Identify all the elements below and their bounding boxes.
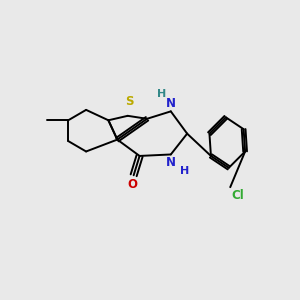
Text: S: S (125, 95, 134, 108)
Text: O: O (127, 178, 137, 190)
Text: H: H (157, 89, 166, 100)
Text: H: H (180, 166, 189, 176)
Text: Cl: Cl (232, 189, 244, 202)
Text: N: N (166, 156, 176, 169)
Text: N: N (166, 97, 176, 110)
